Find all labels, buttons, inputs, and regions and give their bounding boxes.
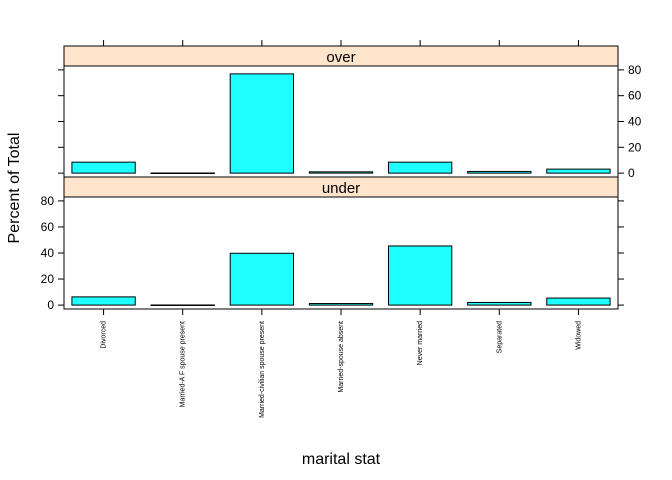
bar-under-6 [546, 297, 611, 306]
ytick-label-under-40: 40 [41, 246, 55, 260]
bar-over-6 [546, 168, 611, 174]
xtick-label-1: Married-A F spouse present [180, 321, 187, 407]
xtick-label-2: Married-civilian spouse present [259, 321, 266, 418]
strip-label-over: over [326, 49, 355, 66]
ytick-label-over-40: 40 [628, 115, 642, 129]
panel-over: over 0 20 40 60 80 [58, 45, 642, 180]
ytick-label-under-60: 60 [41, 220, 55, 234]
panels: over 0 20 40 60 80 under 0 20 40 60 80 Divorced Marri… [41, 40, 642, 418]
bar-over-4 [387, 161, 453, 174]
ytick-label-over-60: 60 [628, 89, 642, 103]
bar-over-1 [150, 172, 215, 174]
xtick-label-0: Divorced [101, 321, 108, 349]
xtick-label-3: Married-spouse absent [338, 321, 345, 393]
x-axis-label: marital stat [302, 451, 381, 468]
bar-under-5 [467, 301, 532, 306]
bar-under-2 [229, 252, 295, 306]
panel-border-under [63, 196, 619, 310]
panel-border-over [63, 65, 619, 178]
bar-over-3 [308, 171, 374, 174]
bar-under-3 [308, 303, 374, 306]
ytick-label-under-20: 20 [41, 272, 55, 286]
ytick-label-over-0: 0 [628, 166, 635, 180]
bar-under-1 [150, 304, 215, 306]
xtick-label-5: Separated [496, 321, 503, 353]
bar-over-5 [467, 170, 532, 174]
xtick-label-4: Never married [417, 321, 424, 365]
ytick-label-under-80: 80 [41, 194, 55, 208]
panel-under: under 0 20 40 60 80 [41, 176, 624, 312]
strip-label-under: under [322, 180, 360, 197]
xtick-label-6: Widowed [575, 321, 582, 350]
bar-under-0 [71, 296, 136, 306]
bar-under-4 [387, 245, 453, 306]
bar-over-0 [71, 161, 136, 174]
y-axis-label: Percent of Total [6, 133, 23, 244]
ytick-label-over-20: 20 [628, 140, 642, 154]
ytick-label-under-0: 0 [47, 298, 54, 312]
bar-over-2 [229, 73, 295, 174]
ytick-label-over-80: 80 [628, 63, 642, 77]
